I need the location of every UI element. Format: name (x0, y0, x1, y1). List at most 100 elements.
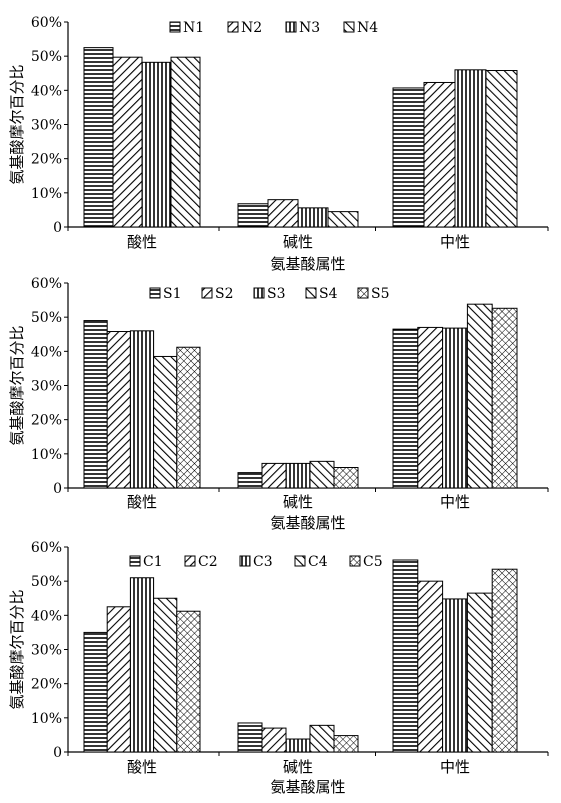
y-tick-label: 60% (31, 15, 62, 31)
y-tick-label: 50% (31, 49, 62, 65)
bar-C4-3 (466, 592, 493, 753)
bar-S2-1 (106, 331, 131, 489)
legend-label-C5: C5 (363, 554, 383, 570)
bar-C3-3 (442, 598, 468, 753)
bar-C2-2 (261, 727, 287, 753)
bar-C3-2 (285, 738, 311, 753)
bar-N1-2 (237, 203, 269, 228)
x-category-label: 碱性 (283, 758, 313, 776)
legend-swatch-C3 (239, 555, 251, 567)
bar-N4-2 (327, 211, 359, 228)
y-tick-label: 40% (31, 344, 62, 360)
y-axis-label: 氨基酸摩尔百分比 (8, 325, 26, 445)
x-category-label: 酸性 (127, 233, 157, 251)
y-axis-label: 氨基酸摩尔百分比 (8, 64, 26, 184)
y-tick-label: 50% (31, 574, 62, 590)
legend-label-N1: N1 (183, 20, 204, 36)
bar-S4-1 (153, 355, 178, 489)
bar-S5-2 (333, 467, 359, 489)
bar-S3-1 (129, 330, 155, 489)
x-axis-label: 氨基酸属性 (270, 778, 345, 796)
bar-N3-2 (297, 207, 329, 228)
bar-S3-2 (285, 462, 311, 489)
y-tick-label: 60% (31, 276, 62, 292)
y-tick-label: 20% (31, 413, 62, 429)
bar-N1-1 (83, 47, 114, 228)
bar-N3-3 (454, 69, 487, 228)
legend-label-C3: C3 (253, 554, 273, 570)
legend-label-S3: S3 (267, 286, 286, 302)
legend-swatch-N4 (343, 21, 355, 33)
bar-N2-2 (267, 199, 299, 228)
bar-S1-1 (83, 320, 108, 489)
x-category-label: 酸性 (127, 758, 157, 776)
bar-C4-1 (153, 597, 178, 753)
bar-C3-1 (129, 577, 155, 753)
y-tick-label: 0 (53, 745, 62, 761)
bar-C2-1 (106, 606, 131, 753)
y-tick-label: 20% (31, 152, 62, 168)
bar-C2-3 (417, 580, 444, 753)
x-category-label: 中性 (440, 493, 470, 511)
bar-N4-1 (170, 56, 201, 228)
legend-label-S1: S1 (163, 286, 182, 302)
legend-label-N2: N2 (241, 20, 262, 36)
legend: S1 S2 S3 S4 S5 (149, 286, 390, 302)
bar-S4-2 (309, 460, 335, 489)
legend-label-N4: N4 (357, 20, 378, 36)
y-tick-label: 30% (31, 118, 62, 134)
legend-swatch-S5 (357, 287, 369, 299)
y-tick-label: 30% (31, 379, 62, 395)
x-axis-label: 氨基酸属性 (270, 514, 345, 532)
legend-label-C2: C2 (198, 554, 218, 570)
bar-N1-3 (392, 87, 425, 228)
bar-N2-1 (112, 56, 143, 228)
legend-swatch-C1 (129, 555, 141, 567)
x-category-label: 碱性 (283, 233, 313, 251)
legend-label-C4: C4 (308, 554, 328, 570)
y-tick-label: 40% (31, 83, 62, 99)
bar-S3-3 (442, 327, 468, 489)
y-tick-label: 50% (31, 310, 62, 326)
legend-label-S4: S4 (319, 286, 338, 302)
bar-S1-2 (237, 472, 263, 489)
bar-S5-1 (176, 346, 201, 489)
bar-C5-3 (491, 568, 518, 753)
bar-C1-1 (83, 631, 108, 753)
legend-swatch-N1 (169, 21, 181, 33)
bar-N3-1 (141, 61, 172, 228)
y-tick-label: 20% (31, 677, 62, 693)
bar-N2-3 (423, 81, 456, 228)
x-category-label: 碱性 (283, 493, 313, 511)
bar-C1-2 (237, 722, 263, 753)
y-tick-label: 30% (31, 643, 62, 659)
x-category-label: 中性 (440, 233, 470, 251)
y-axis-label: 氨基酸摩尔百分比 (8, 589, 26, 709)
y-tick-label: 60% (31, 540, 62, 556)
y-tick-label: 0 (53, 481, 62, 497)
y-tick-label: 40% (31, 608, 62, 624)
y-tick-label: 10% (31, 186, 62, 202)
legend-swatch-C4 (294, 555, 306, 567)
x-category-label: 酸性 (127, 493, 157, 511)
bar-C1-3 (392, 559, 419, 753)
legend: C1 C2 C3 C4 C5 (129, 554, 383, 570)
bar-S2-3 (417, 326, 444, 489)
bar-S2-2 (261, 462, 287, 489)
bar-S1-3 (392, 328, 419, 489)
legend-label-C1: C1 (143, 554, 163, 570)
legend-swatch-S4 (305, 287, 317, 299)
legend-swatch-S2 (201, 287, 213, 299)
legend-swatch-N2 (227, 21, 239, 33)
legend-label-S2: S2 (215, 286, 234, 302)
bar-C5-1 (176, 610, 201, 753)
bar-S4-3 (466, 303, 493, 489)
legend: N1 N2 N3 N4 (169, 20, 378, 36)
y-tick-label: 10% (31, 447, 62, 463)
x-category-label: 中性 (440, 758, 470, 776)
legend-swatch-C2 (184, 555, 196, 567)
legend-label-N3: N3 (299, 20, 320, 36)
